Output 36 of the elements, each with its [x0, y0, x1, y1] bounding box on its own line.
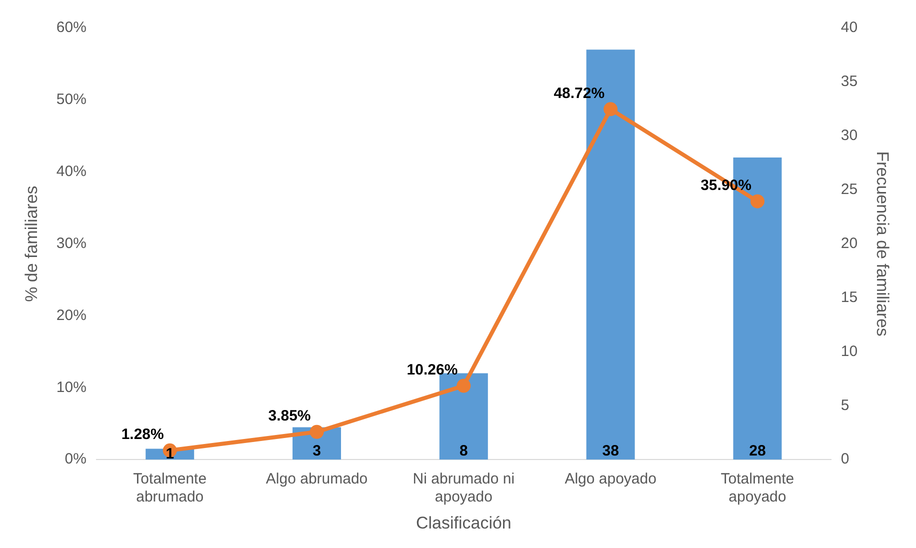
y-tick-label: 0%	[64, 450, 86, 468]
y-axis-title: % de familiares	[22, 186, 41, 302]
y-tick-label: 50%	[56, 91, 86, 108]
data-label: 8	[459, 442, 468, 460]
y2-axis-title: Frecuencia de familiares	[873, 151, 892, 336]
data-label: 10.26%	[406, 361, 458, 378]
y2-tick-label: 0	[840, 450, 850, 468]
y2-tick-label: 20	[840, 234, 858, 252]
x-axis-title: Clasificación	[416, 513, 512, 532]
point	[750, 194, 764, 208]
y-tick-label: 60%	[56, 19, 86, 36]
data-label: 38	[602, 442, 619, 460]
data-label: 1.28%	[121, 426, 164, 444]
y-tick-label: 40%	[56, 163, 86, 180]
y-tick-label: 20%	[56, 306, 86, 324]
x-tick-label: Totalmente abrumado	[133, 470, 207, 506]
y2-tick-label: 5	[840, 396, 850, 414]
y2-tick-label: 10	[840, 342, 858, 360]
y2-tick-label: 15	[840, 288, 858, 306]
x-tick-label: Ni abrumado ni apoyado	[412, 470, 515, 506]
y2-tick-label: 40	[840, 19, 858, 36]
x-tick-label: Algo abrumado	[266, 470, 368, 488]
point	[604, 102, 618, 116]
point	[456, 378, 471, 393]
data-label: 28	[749, 442, 766, 460]
x-tick-label: Totalmente apoyado	[720, 470, 794, 506]
point	[310, 424, 324, 439]
data-label: 3	[312, 442, 321, 460]
data-label: 3.85%	[268, 408, 311, 425]
bar	[439, 373, 488, 460]
x-tick-label: Algo apoyado	[564, 470, 656, 488]
y2-tick-label: 25	[840, 180, 858, 198]
y2-tick-label: 35	[840, 73, 858, 90]
y-tick-label: 30%	[56, 234, 86, 252]
y2-tick-label: 30	[840, 127, 858, 144]
y-tick-label: 10%	[56, 378, 86, 396]
